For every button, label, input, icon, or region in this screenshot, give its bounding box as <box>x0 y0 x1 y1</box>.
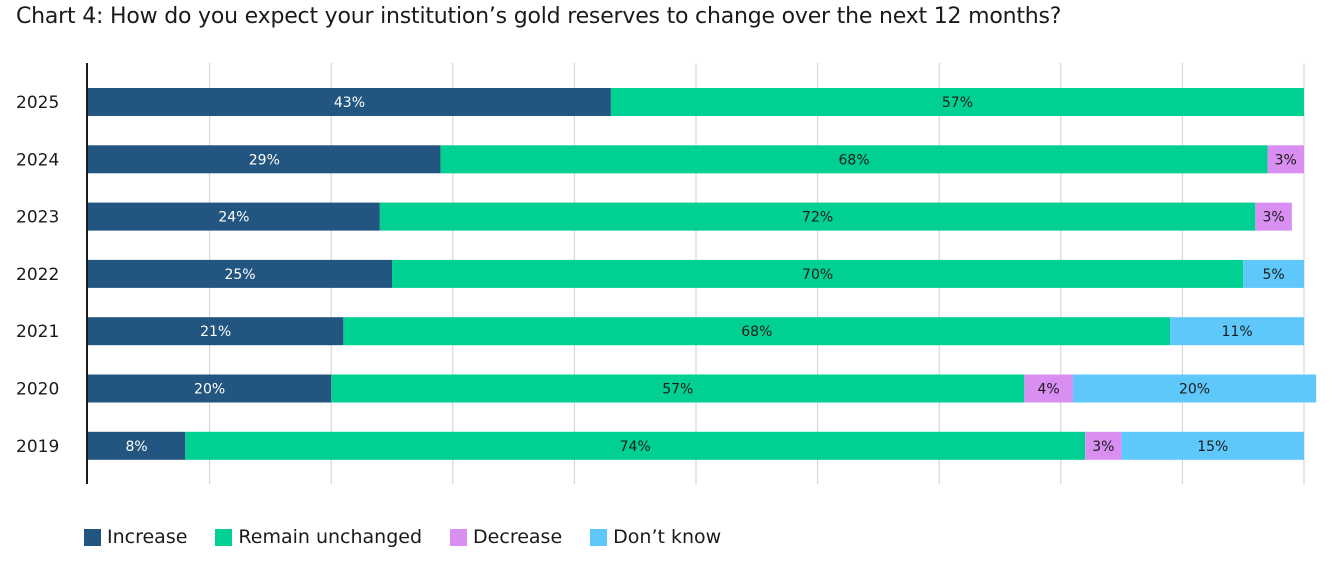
data-label: 21% <box>200 324 231 340</box>
legend-swatch <box>84 528 101 546</box>
bar-segment <box>331 374 1025 403</box>
legend-label: Don’t know <box>613 526 722 548</box>
data-label: 11% <box>1222 324 1253 340</box>
data-label: 3% <box>1092 439 1114 455</box>
legend-label: Remain unchanged <box>238 526 423 548</box>
bar-segment <box>1170 317 1304 346</box>
bar-segment <box>1243 259 1304 288</box>
bar-segment <box>392 259 1244 288</box>
data-label: 74% <box>620 439 651 455</box>
bar-segment <box>88 202 380 231</box>
legend-label: Decrease <box>473 526 563 548</box>
bar-segment <box>88 259 392 288</box>
bar-segment <box>1085 431 1122 460</box>
legend-item: Increase <box>84 526 187 548</box>
data-label: 29% <box>249 152 280 168</box>
category-tick-label: 2024 <box>16 150 59 170</box>
category-tick-label: 2021 <box>16 322 59 342</box>
bar-segment <box>1024 374 1073 403</box>
data-label: 4% <box>1038 382 1060 398</box>
bar-segment <box>610 88 1304 116</box>
bars <box>88 88 1317 460</box>
legend-label: Increase <box>107 526 188 548</box>
legend-item: Decrease <box>450 526 562 548</box>
category-tick-label: 2025 <box>16 93 59 113</box>
category-tick-label: 2023 <box>16 208 59 228</box>
bar-segment <box>1072 374 1317 403</box>
category-tick-label: 2019 <box>16 437 59 457</box>
data-label: 20% <box>194 382 225 398</box>
category-tick-label: 2020 <box>16 380 59 400</box>
data-label: 25% <box>224 267 255 283</box>
bar-segment <box>1267 145 1304 174</box>
legend-swatch <box>215 528 233 546</box>
legend-item: Remain unchanged <box>215 526 422 548</box>
bar-segment <box>88 317 344 346</box>
chart-title: Chart 4: How do you expect your institut… <box>16 4 1062 29</box>
data-label: 3% <box>1262 210 1284 226</box>
data-label: 8% <box>126 439 148 455</box>
data-label: 72% <box>802 210 833 226</box>
data-labels: 43% 57% 29% 68% 3% 24% 72% 3% 25% 70% 5% 21% 68% 11% 2… <box>126 95 1297 455</box>
data-label: 20% <box>1179 382 1210 398</box>
data-label: 15% <box>1197 439 1228 455</box>
bar-segment <box>1121 431 1304 460</box>
bar-segment <box>440 145 1268 174</box>
bar-segment <box>88 145 441 174</box>
data-label: 68% <box>839 152 870 168</box>
bar-segment <box>88 88 611 116</box>
data-label: 3% <box>1275 152 1297 168</box>
bar-segment <box>379 202 1256 231</box>
bar-segment <box>185 431 1086 460</box>
data-label: 68% <box>741 324 772 340</box>
category-tick-labels: 2025 2024 2023 2022 2021 2020 2019 <box>16 93 59 457</box>
legend-item: Don’t know <box>590 526 721 548</box>
stacked-bar-chart: 43% 57% 29% 68% 3% 24% 72% 3% 25% 70% 5% 21% 68% 11% 2… <box>16 63 1317 484</box>
data-label: 70% <box>802 267 833 283</box>
data-label: 5% <box>1262 267 1284 283</box>
bar-segment <box>343 317 1171 346</box>
data-label: 57% <box>662 382 693 398</box>
bar-segment <box>88 374 332 403</box>
bar-segment <box>1255 202 1292 231</box>
legend-swatch <box>590 528 608 546</box>
category-tick-label: 2022 <box>16 265 59 285</box>
legend: Increase Remain unchanged Decrease Don’t kn… <box>84 526 749 548</box>
data-label: 43% <box>334 95 365 111</box>
legend-swatch <box>450 528 468 546</box>
data-label: 24% <box>218 210 249 226</box>
data-label: 57% <box>942 95 973 111</box>
bar-segment <box>88 431 186 460</box>
